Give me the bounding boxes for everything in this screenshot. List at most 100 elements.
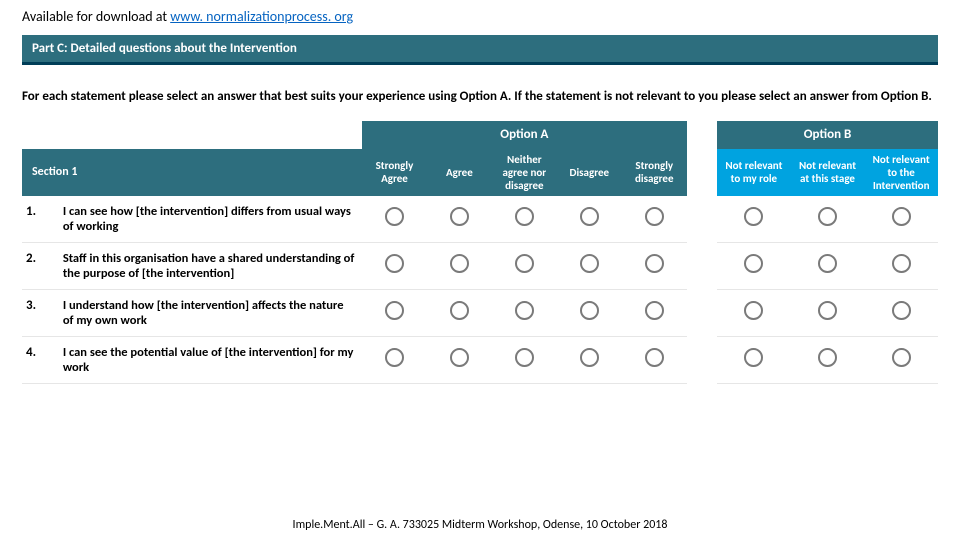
option-b-radio[interactable] xyxy=(791,337,865,384)
radio-icon xyxy=(892,301,911,320)
download-prefix: Available for download at xyxy=(22,8,170,25)
row-number: 1. xyxy=(22,196,59,243)
radio-icon xyxy=(744,301,763,320)
col-neither: Neither agree nor disagree xyxy=(492,149,557,196)
radio-icon xyxy=(744,207,763,226)
statement-text: I can see how [the intervention] differs… xyxy=(59,196,362,243)
radio-icon xyxy=(580,207,599,226)
option-b-header: Option B xyxy=(717,121,938,149)
option-a-radio[interactable] xyxy=(427,290,492,337)
option-a-radio[interactable] xyxy=(557,243,622,290)
statement-text: Staff in this organisation have a shared… xyxy=(59,243,362,290)
row-number: 4. xyxy=(22,337,59,384)
download-line: Available for download at www. normaliza… xyxy=(22,8,938,25)
option-a-radio[interactable] xyxy=(362,337,427,384)
option-a-radio[interactable] xyxy=(362,196,427,243)
radio-icon xyxy=(744,348,763,367)
radio-icon xyxy=(580,254,599,273)
statement-text: I understand how [the intervention] affe… xyxy=(59,290,362,337)
radio-icon xyxy=(385,348,404,367)
radio-icon xyxy=(645,348,664,367)
option-a-radio[interactable] xyxy=(622,243,687,290)
col-disagree: Disagree xyxy=(557,149,622,196)
row-gap xyxy=(687,290,717,337)
option-header-spacer xyxy=(22,121,362,149)
radio-icon xyxy=(818,207,837,226)
option-b-radio[interactable] xyxy=(864,337,938,384)
option-b-radio[interactable] xyxy=(717,337,791,384)
col-agree: Agree xyxy=(427,149,492,196)
statement-text: I can see the potential value of [the in… xyxy=(59,337,362,384)
radio-icon xyxy=(892,207,911,226)
radio-icon xyxy=(580,348,599,367)
radio-icon xyxy=(580,301,599,320)
row-gap xyxy=(687,337,717,384)
option-a-radio[interactable] xyxy=(622,196,687,243)
col-strongly-disagree: Strongly disagree xyxy=(622,149,687,196)
option-b-radio[interactable] xyxy=(717,243,791,290)
table-row: 1.I can see how [the intervention] diffe… xyxy=(22,196,938,243)
table-row: 3.I understand how [the intervention] af… xyxy=(22,290,938,337)
option-a-radio[interactable] xyxy=(362,243,427,290)
table-row: 4.I can see the potential value of [the … xyxy=(22,337,938,384)
header-gap xyxy=(687,149,717,196)
option-a-radio[interactable] xyxy=(557,290,622,337)
option-b-radio[interactable] xyxy=(864,196,938,243)
radio-icon xyxy=(818,254,837,273)
option-b-radio[interactable] xyxy=(864,290,938,337)
radio-icon xyxy=(385,254,404,273)
option-b-radio[interactable] xyxy=(791,243,865,290)
radio-icon xyxy=(515,207,534,226)
col-not-relevant-stage: Not relevant at this stage xyxy=(791,149,865,196)
option-a-radio[interactable] xyxy=(427,337,492,384)
radio-icon xyxy=(892,348,911,367)
section-header: Section 1 xyxy=(22,149,362,196)
option-a-radio[interactable] xyxy=(362,290,427,337)
option-gap xyxy=(687,121,717,149)
radio-icon xyxy=(818,301,837,320)
table-row: 2.Staff in this organisation have a shar… xyxy=(22,243,938,290)
option-a-radio[interactable] xyxy=(492,290,557,337)
option-a-radio[interactable] xyxy=(622,290,687,337)
option-a-radio[interactable] xyxy=(492,196,557,243)
option-b-radio[interactable] xyxy=(864,243,938,290)
radio-icon xyxy=(450,301,469,320)
option-a-radio[interactable] xyxy=(427,243,492,290)
option-a-radio[interactable] xyxy=(557,337,622,384)
radio-icon xyxy=(450,348,469,367)
option-b-radio[interactable] xyxy=(717,290,791,337)
page-container: Available for download at www. normaliza… xyxy=(0,0,960,384)
option-a-radio[interactable] xyxy=(492,243,557,290)
download-link[interactable]: www. normalizationprocess. org xyxy=(170,8,353,25)
column-header-row: Section 1 Strongly Agree Agree Neither a… xyxy=(22,149,938,196)
radio-icon xyxy=(515,348,534,367)
option-b-radio[interactable] xyxy=(717,196,791,243)
radio-icon xyxy=(385,207,404,226)
row-number: 2. xyxy=(22,243,59,290)
radio-icon xyxy=(645,301,664,320)
option-a-radio[interactable] xyxy=(492,337,557,384)
row-gap xyxy=(687,196,717,243)
option-a-header: Option A xyxy=(362,121,687,149)
radio-icon xyxy=(892,254,911,273)
radio-icon xyxy=(385,301,404,320)
option-a-radio[interactable] xyxy=(622,337,687,384)
radio-icon xyxy=(645,254,664,273)
footer-text: Imple.Ment.All – G. A. 733025 Midterm Wo… xyxy=(0,518,960,532)
option-a-radio[interactable] xyxy=(557,196,622,243)
radio-icon xyxy=(515,254,534,273)
part-c-banner: Part C: Detailed questions about the Int… xyxy=(22,35,938,65)
col-not-relevant-role: Not relevant to my role xyxy=(717,149,791,196)
instructions-text: For each statement please select an answ… xyxy=(22,87,938,107)
option-b-radio[interactable] xyxy=(791,196,865,243)
radio-icon xyxy=(450,254,469,273)
row-gap xyxy=(687,243,717,290)
radio-icon xyxy=(645,207,664,226)
option-b-radio[interactable] xyxy=(791,290,865,337)
col-not-relevant-intervention: Not relevant to the Intervention xyxy=(864,149,938,196)
survey-table: Option A Option B Section 1 Strongly Agr… xyxy=(22,121,938,384)
radio-icon xyxy=(818,348,837,367)
option-a-radio[interactable] xyxy=(427,196,492,243)
radio-icon xyxy=(450,207,469,226)
row-number: 3. xyxy=(22,290,59,337)
